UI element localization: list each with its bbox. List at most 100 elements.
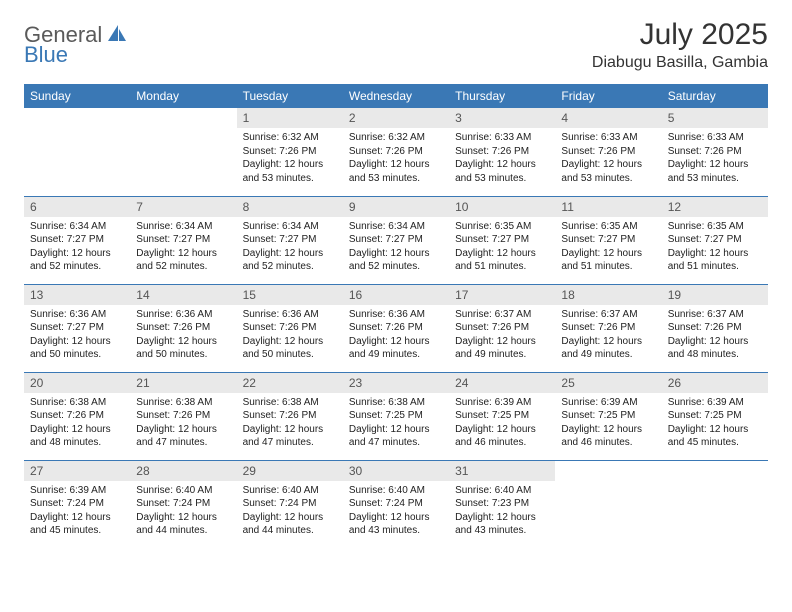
day-number: 20 <box>24 373 130 393</box>
calendar-day-cell: 8Sunrise: 6:34 AMSunset: 7:27 PMDaylight… <box>237 196 343 284</box>
day-body: Sunrise: 6:34 AMSunset: 7:27 PMDaylight:… <box>343 217 449 278</box>
day-body: Sunrise: 6:38 AMSunset: 7:26 PMDaylight:… <box>130 393 236 454</box>
calendar-day-cell: 4Sunrise: 6:33 AMSunset: 7:26 PMDaylight… <box>555 108 661 196</box>
calendar-day-cell: 13Sunrise: 6:36 AMSunset: 7:27 PMDayligh… <box>24 284 130 372</box>
calendar-day-cell: 14Sunrise: 6:36 AMSunset: 7:26 PMDayligh… <box>130 284 236 372</box>
day-number: 9 <box>343 197 449 217</box>
calendar-day-cell: 1Sunrise: 6:32 AMSunset: 7:26 PMDaylight… <box>237 108 343 196</box>
day-body: Sunrise: 6:34 AMSunset: 7:27 PMDaylight:… <box>24 217 130 278</box>
title-block: July 2025 Diabugu Basilla, Gambia <box>592 18 768 72</box>
day-body: Sunrise: 6:38 AMSunset: 7:26 PMDaylight:… <box>237 393 343 454</box>
calendar-day-cell: 6Sunrise: 6:34 AMSunset: 7:27 PMDaylight… <box>24 196 130 284</box>
calendar-day-cell: 20Sunrise: 6:38 AMSunset: 7:26 PMDayligh… <box>24 372 130 460</box>
logo-sail-icon <box>106 23 128 48</box>
calendar-day-cell: 25Sunrise: 6:39 AMSunset: 7:25 PMDayligh… <box>555 372 661 460</box>
day-body: Sunrise: 6:34 AMSunset: 7:27 PMDaylight:… <box>130 217 236 278</box>
day-number: 5 <box>662 108 768 128</box>
day-body: Sunrise: 6:36 AMSunset: 7:27 PMDaylight:… <box>24 305 130 366</box>
day-body: Sunrise: 6:33 AMSunset: 7:26 PMDaylight:… <box>555 128 661 189</box>
calendar-table: SundayMondayTuesdayWednesdayThursdayFrid… <box>24 84 768 548</box>
calendar-day-cell: 17Sunrise: 6:37 AMSunset: 7:26 PMDayligh… <box>449 284 555 372</box>
day-number: 24 <box>449 373 555 393</box>
day-number: 16 <box>343 285 449 305</box>
day-body: Sunrise: 6:32 AMSunset: 7:26 PMDaylight:… <box>237 128 343 189</box>
logo-text-blue: Blue <box>24 42 68 67</box>
day-number: 15 <box>237 285 343 305</box>
day-body: Sunrise: 6:36 AMSunset: 7:26 PMDaylight:… <box>130 305 236 366</box>
day-number: 29 <box>237 461 343 481</box>
calendar-day-cell: 24Sunrise: 6:39 AMSunset: 7:25 PMDayligh… <box>449 372 555 460</box>
day-number: 22 <box>237 373 343 393</box>
logo-sub: Blue <box>24 42 68 68</box>
calendar-day-cell: 18Sunrise: 6:37 AMSunset: 7:26 PMDayligh… <box>555 284 661 372</box>
calendar-day-cell: . <box>662 460 768 548</box>
day-number: 1 <box>237 108 343 128</box>
day-header-row: SundayMondayTuesdayWednesdayThursdayFrid… <box>24 84 768 108</box>
day-body: Sunrise: 6:38 AMSunset: 7:26 PMDaylight:… <box>24 393 130 454</box>
day-body: Sunrise: 6:39 AMSunset: 7:25 PMDaylight:… <box>449 393 555 454</box>
day-header: Thursday <box>449 84 555 108</box>
calendar-day-cell: 21Sunrise: 6:38 AMSunset: 7:26 PMDayligh… <box>130 372 236 460</box>
day-body: Sunrise: 6:38 AMSunset: 7:25 PMDaylight:… <box>343 393 449 454</box>
day-header: Tuesday <box>237 84 343 108</box>
day-number: 8 <box>237 197 343 217</box>
day-body: Sunrise: 6:40 AMSunset: 7:23 PMDaylight:… <box>449 481 555 542</box>
calendar-body: . . 1Sunrise: 6:32 AMSunset: 7:26 PMDayl… <box>24 108 768 548</box>
calendar-day-cell: 9Sunrise: 6:34 AMSunset: 7:27 PMDaylight… <box>343 196 449 284</box>
day-body: Sunrise: 6:39 AMSunset: 7:25 PMDaylight:… <box>662 393 768 454</box>
day-body: Sunrise: 6:40 AMSunset: 7:24 PMDaylight:… <box>237 481 343 542</box>
day-number: 13 <box>24 285 130 305</box>
calendar-day-cell: 7Sunrise: 6:34 AMSunset: 7:27 PMDaylight… <box>130 196 236 284</box>
day-number: 12 <box>662 197 768 217</box>
calendar-day-cell: 2Sunrise: 6:32 AMSunset: 7:26 PMDaylight… <box>343 108 449 196</box>
calendar-day-cell: 23Sunrise: 6:38 AMSunset: 7:25 PMDayligh… <box>343 372 449 460</box>
calendar-day-cell: 30Sunrise: 6:40 AMSunset: 7:24 PMDayligh… <box>343 460 449 548</box>
calendar-week-row: 27Sunrise: 6:39 AMSunset: 7:24 PMDayligh… <box>24 460 768 548</box>
calendar-day-cell: 28Sunrise: 6:40 AMSunset: 7:24 PMDayligh… <box>130 460 236 548</box>
month-title: July 2025 <box>592 18 768 52</box>
day-body: Sunrise: 6:32 AMSunset: 7:26 PMDaylight:… <box>343 128 449 189</box>
day-header: Saturday <box>662 84 768 108</box>
day-number: 14 <box>130 285 236 305</box>
day-body: Sunrise: 6:40 AMSunset: 7:24 PMDaylight:… <box>130 481 236 542</box>
calendar-day-cell: 19Sunrise: 6:37 AMSunset: 7:26 PMDayligh… <box>662 284 768 372</box>
day-body: Sunrise: 6:34 AMSunset: 7:27 PMDaylight:… <box>237 217 343 278</box>
calendar-day-cell: 27Sunrise: 6:39 AMSunset: 7:24 PMDayligh… <box>24 460 130 548</box>
calendar-day-cell: 10Sunrise: 6:35 AMSunset: 7:27 PMDayligh… <box>449 196 555 284</box>
day-number: 6 <box>24 197 130 217</box>
day-body: Sunrise: 6:33 AMSunset: 7:26 PMDaylight:… <box>662 128 768 189</box>
day-body: Sunrise: 6:35 AMSunset: 7:27 PMDaylight:… <box>449 217 555 278</box>
calendar-day-cell: 15Sunrise: 6:36 AMSunset: 7:26 PMDayligh… <box>237 284 343 372</box>
calendar-day-cell: 3Sunrise: 6:33 AMSunset: 7:26 PMDaylight… <box>449 108 555 196</box>
day-body: Sunrise: 6:35 AMSunset: 7:27 PMDaylight:… <box>662 217 768 278</box>
day-body: Sunrise: 6:33 AMSunset: 7:26 PMDaylight:… <box>449 128 555 189</box>
day-number: 30 <box>343 461 449 481</box>
calendar-week-row: . . 1Sunrise: 6:32 AMSunset: 7:26 PMDayl… <box>24 108 768 196</box>
day-body: Sunrise: 6:40 AMSunset: 7:24 PMDaylight:… <box>343 481 449 542</box>
calendar-day-cell: 5Sunrise: 6:33 AMSunset: 7:26 PMDaylight… <box>662 108 768 196</box>
day-number: 10 <box>449 197 555 217</box>
day-body: Sunrise: 6:36 AMSunset: 7:26 PMDaylight:… <box>237 305 343 366</box>
day-number: 18 <box>555 285 661 305</box>
day-body: Sunrise: 6:37 AMSunset: 7:26 PMDaylight:… <box>662 305 768 366</box>
day-body: Sunrise: 6:37 AMSunset: 7:26 PMDaylight:… <box>449 305 555 366</box>
calendar-day-cell: 22Sunrise: 6:38 AMSunset: 7:26 PMDayligh… <box>237 372 343 460</box>
location: Diabugu Basilla, Gambia <box>592 54 768 72</box>
day-number: 21 <box>130 373 236 393</box>
calendar-day-cell: 11Sunrise: 6:35 AMSunset: 7:27 PMDayligh… <box>555 196 661 284</box>
day-header: Wednesday <box>343 84 449 108</box>
day-number: 7 <box>130 197 236 217</box>
day-number: 19 <box>662 285 768 305</box>
day-body: Sunrise: 6:39 AMSunset: 7:25 PMDaylight:… <box>555 393 661 454</box>
calendar-day-cell: 31Sunrise: 6:40 AMSunset: 7:23 PMDayligh… <box>449 460 555 548</box>
calendar-week-row: 6Sunrise: 6:34 AMSunset: 7:27 PMDaylight… <box>24 196 768 284</box>
day-header: Friday <box>555 84 661 108</box>
calendar-week-row: 20Sunrise: 6:38 AMSunset: 7:26 PMDayligh… <box>24 372 768 460</box>
day-number: 25 <box>555 373 661 393</box>
calendar-day-cell: 16Sunrise: 6:36 AMSunset: 7:26 PMDayligh… <box>343 284 449 372</box>
day-body: Sunrise: 6:36 AMSunset: 7:26 PMDaylight:… <box>343 305 449 366</box>
calendar-day-cell: 26Sunrise: 6:39 AMSunset: 7:25 PMDayligh… <box>662 372 768 460</box>
calendar-day-cell: 12Sunrise: 6:35 AMSunset: 7:27 PMDayligh… <box>662 196 768 284</box>
header: General July 2025 Diabugu Basilla, Gambi… <box>24 18 768 72</box>
day-number: 28 <box>130 461 236 481</box>
